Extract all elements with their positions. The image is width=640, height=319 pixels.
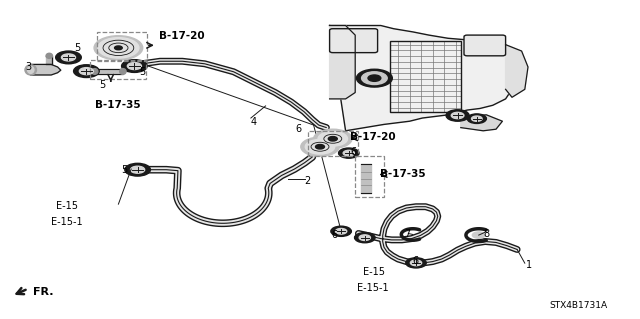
Polygon shape: [506, 45, 528, 97]
Bar: [390, 41, 461, 112]
Text: 7: 7: [404, 229, 411, 240]
Text: 5: 5: [122, 165, 128, 175]
Circle shape: [305, 139, 335, 154]
Text: 8: 8: [483, 229, 490, 239]
Circle shape: [328, 137, 337, 141]
Circle shape: [125, 163, 150, 176]
Circle shape: [343, 150, 355, 156]
Circle shape: [301, 137, 339, 156]
Ellipse shape: [28, 66, 34, 73]
Polygon shape: [330, 26, 512, 131]
Circle shape: [410, 260, 422, 266]
Circle shape: [335, 228, 347, 234]
Circle shape: [94, 36, 143, 60]
Circle shape: [61, 54, 76, 61]
Text: 5: 5: [74, 43, 81, 54]
Circle shape: [316, 145, 324, 149]
Circle shape: [356, 69, 392, 87]
Text: B-17-35: B-17-35: [380, 169, 425, 180]
Circle shape: [131, 166, 145, 173]
Text: E-15: E-15: [56, 201, 78, 211]
Circle shape: [406, 258, 426, 268]
Polygon shape: [461, 115, 502, 131]
Circle shape: [359, 235, 371, 241]
FancyBboxPatch shape: [330, 29, 378, 53]
Ellipse shape: [25, 65, 36, 75]
Text: 3: 3: [26, 62, 32, 72]
Text: 2: 2: [305, 176, 311, 186]
Circle shape: [368, 75, 381, 81]
Polygon shape: [46, 56, 52, 64]
Circle shape: [362, 72, 387, 85]
Text: 5: 5: [99, 80, 106, 90]
Bar: [308, 131, 358, 156]
Bar: [90, 60, 146, 79]
Text: E-15-1: E-15-1: [357, 283, 388, 293]
Text: B-17-35: B-17-35: [95, 100, 140, 110]
Circle shape: [56, 51, 81, 64]
Polygon shape: [95, 69, 123, 74]
Circle shape: [446, 110, 469, 121]
Circle shape: [472, 116, 482, 121]
Text: E-15-1: E-15-1: [51, 217, 83, 227]
Circle shape: [314, 129, 352, 148]
Circle shape: [115, 46, 122, 50]
Ellipse shape: [46, 53, 52, 58]
Text: 6: 6: [296, 124, 302, 134]
Text: 6: 6: [413, 256, 419, 266]
Bar: [97, 32, 147, 61]
Bar: [355, 156, 384, 197]
Text: B-17-20: B-17-20: [350, 131, 396, 142]
Text: E-15: E-15: [363, 267, 385, 277]
Text: 1: 1: [526, 260, 532, 271]
Text: 5: 5: [139, 67, 145, 78]
Circle shape: [355, 233, 375, 243]
Text: 6: 6: [351, 146, 357, 157]
Polygon shape: [330, 26, 355, 99]
Circle shape: [331, 226, 351, 236]
Polygon shape: [31, 64, 61, 75]
Circle shape: [451, 112, 464, 119]
Text: 6: 6: [332, 230, 338, 240]
Circle shape: [122, 60, 147, 72]
Circle shape: [472, 232, 485, 238]
Circle shape: [74, 65, 99, 78]
Text: 4: 4: [251, 117, 257, 127]
Bar: [361, 164, 371, 193]
Ellipse shape: [92, 69, 98, 74]
Circle shape: [318, 131, 348, 146]
Text: FR.: FR.: [33, 287, 54, 297]
Circle shape: [79, 68, 93, 75]
Circle shape: [467, 114, 486, 123]
Text: STX4B1731A: STX4B1731A: [549, 301, 607, 310]
Ellipse shape: [120, 69, 126, 74]
Circle shape: [127, 63, 141, 70]
Text: B-17-20: B-17-20: [159, 31, 204, 41]
Circle shape: [339, 148, 359, 158]
Circle shape: [98, 38, 139, 58]
FancyBboxPatch shape: [464, 35, 506, 56]
